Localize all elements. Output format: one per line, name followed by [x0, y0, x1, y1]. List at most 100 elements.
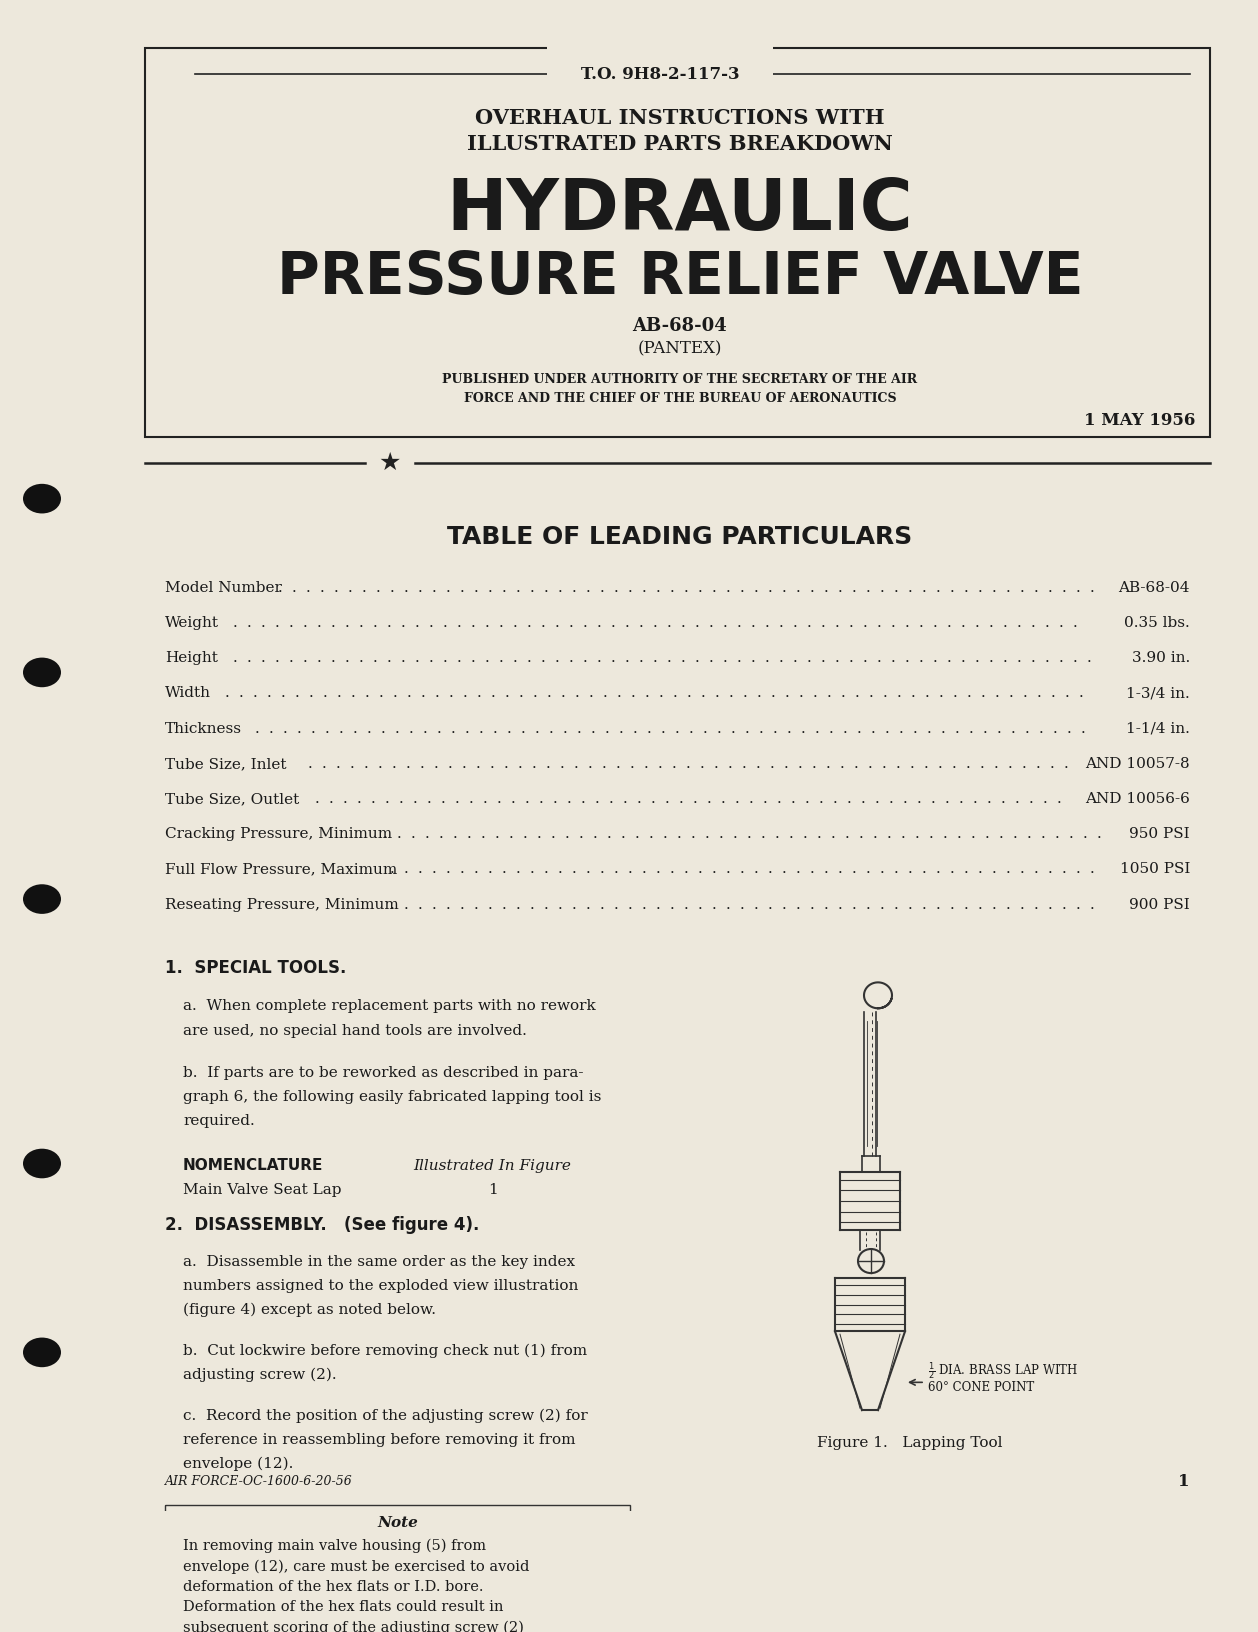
Text: .: . [467, 827, 472, 840]
Text: .: . [1073, 651, 1077, 666]
Text: $\frac{1}{2}$ DIA. BRASS LAP WITH: $\frac{1}{2}$ DIA. BRASS LAP WITH [928, 1361, 1078, 1382]
Text: .: . [901, 827, 906, 840]
Text: .: . [404, 862, 409, 876]
Text: .: . [550, 721, 554, 736]
Text: .: . [806, 617, 811, 630]
Text: .: . [477, 687, 482, 700]
Text: .: . [717, 721, 722, 736]
Text: .: . [331, 617, 336, 630]
Text: .: . [877, 617, 882, 630]
Text: .: . [473, 581, 478, 596]
Text: .: . [502, 898, 507, 912]
Text: .: . [871, 721, 876, 736]
Text: .: . [582, 617, 587, 630]
Text: .: . [927, 721, 932, 736]
Text: .: . [950, 898, 955, 912]
Text: .: . [988, 792, 991, 806]
Text: .: . [632, 687, 635, 700]
Text: .: . [813, 687, 818, 700]
Text: .: . [601, 757, 606, 770]
Text: .: . [600, 862, 605, 876]
Text: .: . [975, 617, 980, 630]
Text: .: . [448, 757, 453, 770]
Text: .: . [649, 827, 653, 840]
Text: .: . [391, 757, 396, 770]
Text: .: . [749, 792, 754, 806]
Text: .: . [862, 792, 866, 806]
Text: .: . [390, 862, 395, 876]
Text: .: . [767, 581, 772, 596]
Text: TABLE OF LEADING PARTICULARS: TABLE OF LEADING PARTICULARS [448, 526, 912, 548]
Text: .: . [1035, 757, 1040, 770]
Text: .: . [443, 617, 448, 630]
Text: .: . [665, 792, 669, 806]
Text: .: . [365, 687, 370, 700]
Text: .: . [834, 651, 839, 666]
Text: .: . [969, 721, 974, 736]
Text: HYDRAULIC: HYDRAULIC [447, 176, 913, 245]
Text: .: . [876, 792, 879, 806]
Text: .: . [1091, 898, 1094, 912]
Text: .: . [425, 827, 429, 840]
Text: .: . [967, 687, 972, 700]
Text: .: . [1089, 581, 1094, 596]
Text: .: . [532, 757, 536, 770]
Text: .: . [561, 687, 566, 700]
Text: .: . [991, 581, 996, 596]
Text: Reseating Pressure, Minimum: Reseating Pressure, Minimum [165, 898, 399, 912]
Text: .: . [715, 687, 720, 700]
Text: .: . [395, 721, 400, 736]
Text: .: . [372, 617, 377, 630]
Text: .: . [551, 827, 555, 840]
Text: 1 MAY 1956: 1 MAY 1956 [1083, 411, 1195, 429]
Text: .: . [460, 862, 465, 876]
Text: .: . [443, 651, 448, 666]
Text: .: . [985, 827, 989, 840]
Text: .: . [681, 617, 686, 630]
Text: .: . [1013, 827, 1018, 840]
Text: .: . [838, 581, 843, 596]
Text: .: . [415, 617, 419, 630]
Text: .: . [517, 757, 522, 770]
Text: .: . [782, 898, 786, 912]
Text: .: . [652, 792, 655, 806]
Text: .: . [569, 617, 574, 630]
Text: .: . [889, 792, 894, 806]
Text: .: . [359, 651, 364, 666]
Text: .: . [820, 617, 825, 630]
Text: .: . [905, 651, 910, 666]
Text: .: . [247, 617, 252, 630]
Text: .: . [571, 581, 576, 596]
Text: .: . [671, 898, 674, 912]
Text: .: . [1076, 581, 1081, 596]
Text: .: . [488, 581, 492, 596]
Text: a.  When complete replacement parts with no rework: a. When complete replacement parts with … [182, 999, 596, 1013]
Text: .: . [479, 721, 484, 736]
Text: .: . [881, 898, 884, 912]
Text: .: . [824, 862, 829, 876]
Text: .: . [603, 687, 608, 700]
Text: .: . [866, 862, 871, 876]
Text: .: . [1059, 617, 1063, 630]
Text: .: . [815, 721, 820, 736]
Text: .: . [863, 617, 867, 630]
Text: .: . [1043, 792, 1048, 806]
Text: .: . [408, 687, 411, 700]
Text: In removing main valve housing (5) from: In removing main valve housing (5) from [182, 1539, 486, 1554]
Text: .: . [796, 862, 801, 876]
Text: Width: Width [165, 687, 211, 700]
Text: .: . [1083, 827, 1087, 840]
Text: .: . [964, 898, 969, 912]
Text: .: . [437, 721, 442, 736]
Text: .: . [896, 757, 901, 770]
Text: .: . [308, 757, 312, 770]
Text: .: . [781, 581, 786, 596]
Text: .: . [810, 898, 815, 912]
Text: .: . [877, 651, 882, 666]
Text: .: . [488, 898, 493, 912]
Text: .: . [589, 687, 594, 700]
Text: graph 6, the following easily fabricated lapping tool is: graph 6, the following easily fabricated… [182, 1090, 601, 1105]
Text: .: . [995, 687, 1000, 700]
Text: .: . [1034, 581, 1038, 596]
Text: .: . [1054, 827, 1059, 840]
